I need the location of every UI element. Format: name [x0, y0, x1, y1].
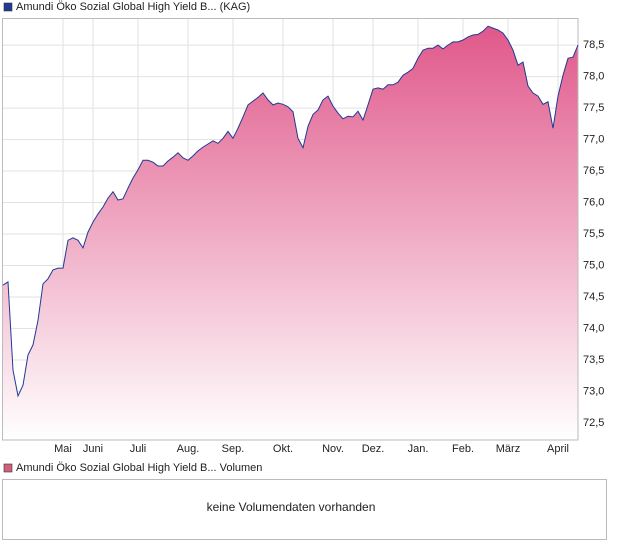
y-tick-label: 78,0 — [583, 70, 604, 82]
legend-label: Amundi Öko Sozial Global High Yield B...… — [16, 462, 262, 474]
x-tick-label: Okt. — [273, 443, 293, 455]
x-tick-label: Juli — [130, 443, 147, 455]
line — [2, 25, 579, 398]
legend-swatch — [3, 463, 13, 473]
x-tick-label: Juni — [83, 443, 103, 455]
y-tick-label: 74,5 — [583, 291, 604, 303]
volume-frame — [2, 479, 607, 540]
volume-message: keine Volumendaten vorhanden — [207, 500, 376, 514]
x-tick-label: Nov. — [322, 443, 344, 455]
y-tick-label: 77,5 — [583, 102, 604, 114]
x-tick-label: Sep. — [222, 443, 245, 455]
plot-frame — [2, 18, 579, 441]
y-tick-label: 73,5 — [583, 354, 604, 366]
y-tick-label: 75,0 — [583, 259, 604, 271]
x-tick-label: Mai — [54, 443, 72, 455]
y-tick-label: 72,5 — [583, 417, 604, 429]
y-tick-label: 77,0 — [583, 133, 604, 145]
x-tick-label: Jan. — [408, 443, 429, 455]
legend-swatch — [3, 2, 13, 12]
x-tick-label: Aug. — [177, 443, 200, 455]
legend-label: Amundi Öko Sozial Global High Yield B...… — [16, 1, 250, 13]
y-tick-label: 78,5 — [583, 39, 604, 51]
y-tick-label: 75,5 — [583, 228, 604, 240]
y-tick-label: 74,0 — [583, 322, 604, 334]
area — [3, 26, 578, 440]
x-tick-label: Feb. — [452, 443, 474, 455]
y-tick-label: 73,0 — [583, 385, 604, 397]
x-tick-label: Dez. — [362, 443, 385, 455]
y-tick-label: 76,5 — [583, 165, 604, 177]
x-tick-label: März — [496, 443, 520, 455]
y-tick-label: 76,0 — [583, 196, 604, 208]
x-tick-label: April — [547, 443, 569, 455]
